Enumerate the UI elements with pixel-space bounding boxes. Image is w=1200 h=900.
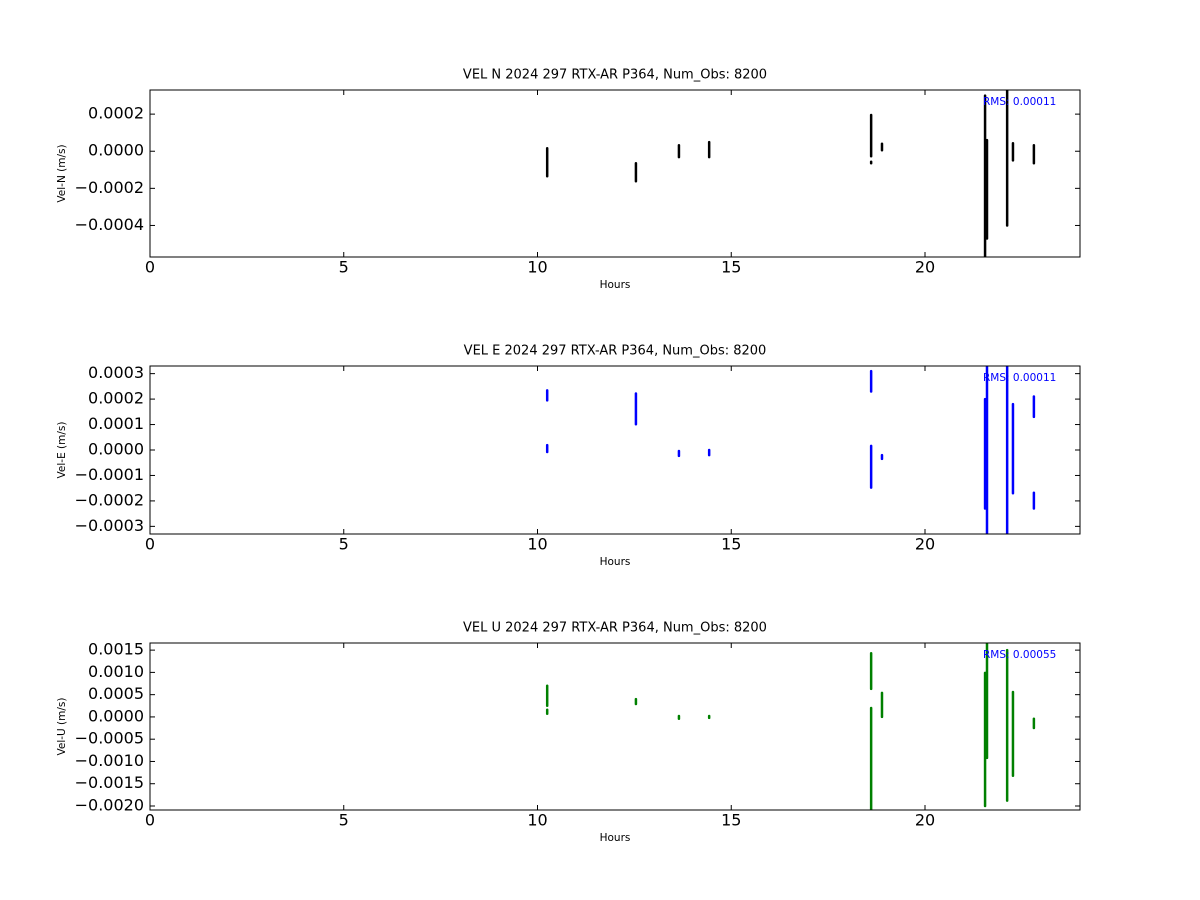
data-line xyxy=(545,366,1036,534)
y-tick-label: 0.0010 xyxy=(88,662,144,681)
y-tick-label: 0.0002 xyxy=(88,389,144,408)
y-tick-label: −0.0005 xyxy=(75,729,144,748)
x-tick-label: 20 xyxy=(915,535,935,554)
x-tick-label: 5 xyxy=(339,535,349,554)
x-tick-label: 0 xyxy=(145,811,155,830)
x-tick-label: 10 xyxy=(527,258,547,277)
x-tick-label: 0 xyxy=(145,258,155,277)
y-tick-label: 0.0015 xyxy=(88,640,144,659)
x-tick-label: 15 xyxy=(721,258,741,277)
chart-title: VEL U 2024 297 RTX-AR P364, Num_Obs: 820… xyxy=(463,621,767,636)
x-tick-label: 10 xyxy=(527,535,547,554)
y-tick-label: −0.0002 xyxy=(75,178,144,197)
x-axis-label: Hours xyxy=(600,279,631,291)
y-tick-label: 0.0000 xyxy=(88,141,144,160)
data-line xyxy=(545,643,1036,810)
y-tick-label: −0.0003 xyxy=(75,516,144,535)
x-tick-label: 10 xyxy=(527,811,547,830)
y-tick-label: −0.0020 xyxy=(75,795,144,814)
y-tick-label: −0.0002 xyxy=(75,490,144,509)
x-tick-label: 15 xyxy=(721,811,741,830)
x-tick-label: 0 xyxy=(145,535,155,554)
plot-frame xyxy=(149,365,1081,535)
y-axis-label: Vel-N (m/s) xyxy=(56,144,68,202)
x-axis-label: Hours xyxy=(600,556,631,568)
y-tick-label: −0.0004 xyxy=(75,215,144,234)
x-tick-label: 5 xyxy=(339,258,349,277)
y-axis-label: Vel-U (m/s) xyxy=(56,698,68,756)
x-tick-label: 20 xyxy=(915,811,935,830)
y-tick-label: 0.0005 xyxy=(88,684,144,703)
x-tick-label: 15 xyxy=(721,535,741,554)
y-tick-label: −0.0001 xyxy=(75,465,144,484)
y-axis-label: Vel-E (m/s) xyxy=(56,422,68,479)
rms-annotation: RMS: 0.00011 xyxy=(983,372,1056,384)
chart-title: VEL N 2024 297 RTX-AR P364, Num_Obs: 820… xyxy=(463,68,767,83)
plot-frame xyxy=(149,642,1081,811)
y-tick-label: 0.0000 xyxy=(88,440,144,459)
y-tick-label: −0.0015 xyxy=(75,773,144,792)
x-tick-label: 5 xyxy=(339,811,349,830)
y-tick-label: 0.0003 xyxy=(88,363,144,382)
data-line xyxy=(545,90,1036,257)
chart-title: VEL E 2024 297 RTX-AR P364, Num_Obs: 820… xyxy=(464,344,767,359)
y-tick-label: 0.0000 xyxy=(88,706,144,725)
rms-annotation: RMS: 0.00055 xyxy=(983,649,1056,661)
y-tick-label: 0.0002 xyxy=(88,104,144,123)
rms-annotation: RMS: 0.00011 xyxy=(983,96,1056,108)
plot-frame xyxy=(149,89,1081,258)
x-tick-label: 20 xyxy=(915,258,935,277)
x-axis-label: Hours xyxy=(600,832,631,844)
y-tick-label: 0.0001 xyxy=(88,414,144,433)
y-tick-label: −0.0010 xyxy=(75,751,144,770)
